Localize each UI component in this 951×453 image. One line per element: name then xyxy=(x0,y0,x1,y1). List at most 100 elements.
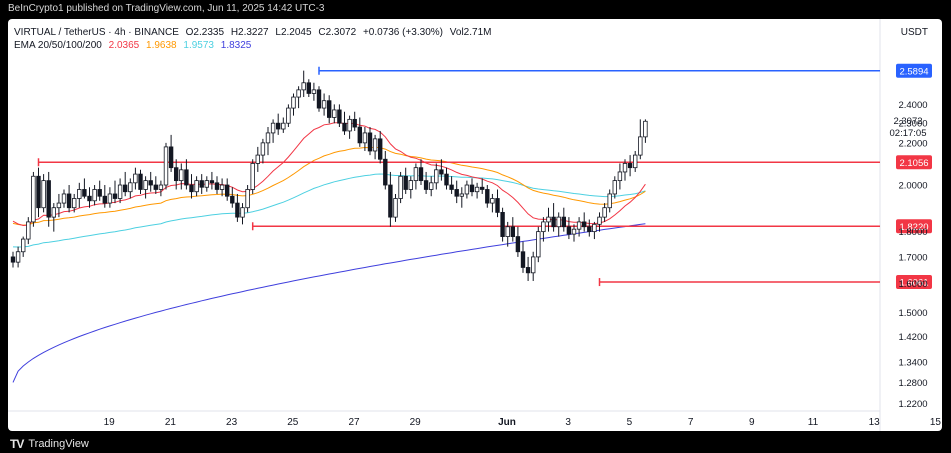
candle-down xyxy=(275,122,281,130)
currency-label: USDT xyxy=(900,27,928,38)
candle-up xyxy=(270,122,276,134)
candle-down xyxy=(10,256,16,263)
candle-down xyxy=(520,251,526,268)
candle-up xyxy=(296,89,301,98)
candle-up xyxy=(372,138,378,152)
candle-down xyxy=(469,184,475,193)
candle-up xyxy=(179,169,184,182)
candle-up xyxy=(143,180,148,190)
candle-up xyxy=(72,198,77,209)
candle-up xyxy=(607,193,612,209)
candle-up xyxy=(434,169,439,184)
y-tick-label: 1.8000 xyxy=(898,227,927,238)
x-tick-label: 27 xyxy=(348,417,360,428)
ema100-line xyxy=(12,173,646,248)
candle-up xyxy=(128,182,133,193)
x-tick-label: 9 xyxy=(749,417,755,428)
candle-down xyxy=(184,169,189,186)
x-tick-label: 13 xyxy=(869,417,881,428)
candle-up xyxy=(194,180,199,193)
candle-down xyxy=(138,173,143,190)
candle-down xyxy=(316,89,322,109)
candle-down xyxy=(337,109,342,124)
candle-up xyxy=(77,189,82,199)
x-tick-label: 23 xyxy=(226,417,238,428)
candle-down xyxy=(439,169,444,175)
ema-label[interactable]: EMA 20/50/100/200 xyxy=(14,40,102,51)
ema200-value: 1.8325 xyxy=(220,40,252,51)
publisher-line: BeInCrypto1 published on TradingView.com… xyxy=(8,3,325,14)
candle-up xyxy=(56,202,62,209)
candle-down xyxy=(326,100,332,118)
candle-down xyxy=(230,195,235,204)
candle-up xyxy=(204,180,209,188)
candle-up xyxy=(536,231,541,258)
candle-up xyxy=(31,175,36,223)
candle-up xyxy=(240,207,245,218)
candle-up xyxy=(622,163,628,173)
y-tick-label: 1.6000 xyxy=(898,279,927,290)
chart-panel[interactable]: VIRTUAL / TetherUS · 4h · BINANCE O2.233… xyxy=(8,19,942,431)
candle-up xyxy=(107,193,113,204)
x-tick-label: 19 xyxy=(104,417,116,428)
candle-down xyxy=(383,158,388,186)
candle-down xyxy=(209,180,215,184)
candle-down xyxy=(515,236,521,253)
candle-down xyxy=(148,180,153,186)
ema50-value: 1.9638 xyxy=(146,40,177,51)
candle-up xyxy=(541,221,546,233)
candle-up xyxy=(633,154,638,169)
x-tick-label: 25 xyxy=(287,417,299,428)
candle-up xyxy=(133,173,138,184)
candle-down xyxy=(82,189,87,197)
candle-down xyxy=(112,193,118,199)
candle-up xyxy=(597,216,602,225)
candle-down xyxy=(449,184,454,190)
brand-name[interactable]: TradingView xyxy=(28,438,89,450)
candle-up xyxy=(286,107,291,124)
countdown-label: 02:17:05 xyxy=(890,128,927,139)
candle-up xyxy=(490,198,495,204)
candle-up xyxy=(413,167,419,182)
candle-up xyxy=(117,184,123,199)
candle-up xyxy=(576,221,582,230)
candle-up xyxy=(26,221,31,240)
candle-up xyxy=(459,193,464,197)
candle-up xyxy=(546,216,551,223)
candle-down xyxy=(173,167,179,182)
candle-down xyxy=(235,202,240,218)
candle-up xyxy=(643,120,648,138)
close-value: C2.3072 xyxy=(318,27,357,38)
candle-up xyxy=(219,184,225,190)
level-badge xyxy=(896,155,932,170)
current-price-label: 2.3072 xyxy=(893,116,922,127)
candle-up xyxy=(321,100,327,109)
candle-up xyxy=(398,175,403,199)
candle-up xyxy=(393,198,398,218)
y-tick-label: 1.3400 xyxy=(898,358,927,369)
level-badge xyxy=(896,63,932,78)
candle-down xyxy=(454,189,459,197)
candle-down xyxy=(66,193,72,209)
candle-down xyxy=(423,180,429,190)
candle-down xyxy=(388,184,393,218)
x-tick-label: 29 xyxy=(410,417,422,428)
candle-down xyxy=(123,184,128,193)
candle-down xyxy=(485,189,490,204)
candle-up xyxy=(311,89,317,94)
candle-down xyxy=(582,221,587,228)
change-value: +0.0736 (+3.30%) xyxy=(362,27,443,38)
candle-down xyxy=(403,175,408,190)
x-tick-label: 11 xyxy=(808,417,819,428)
candle-up xyxy=(531,256,536,274)
candle-down xyxy=(214,182,220,190)
open-value: O2.2335 xyxy=(185,27,225,38)
price-chart[interactable]: 2.5894 2.1056 1.8220 1.6061 1.2200 1.2800 1.34… xyxy=(8,19,942,431)
candle-down xyxy=(46,180,51,218)
candle-up xyxy=(571,228,577,235)
candle-down xyxy=(87,195,92,202)
symbol-label[interactable]: VIRTUAL / TetherUS · 4h · BINANCE xyxy=(14,27,179,38)
candle-up xyxy=(41,180,46,209)
candle-down xyxy=(352,118,357,128)
candle-down xyxy=(525,267,531,274)
